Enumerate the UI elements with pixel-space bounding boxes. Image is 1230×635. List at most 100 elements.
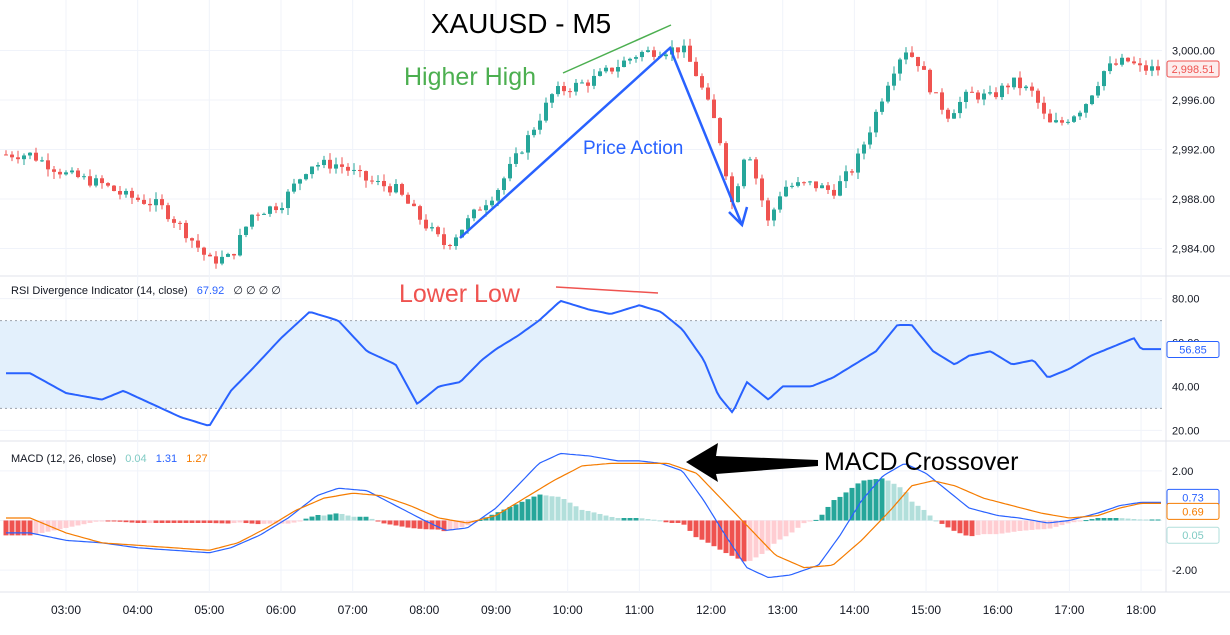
macd-axis-label: -2.00 [1172,565,1197,577]
candle-body [1036,90,1040,103]
candle-body [988,92,992,94]
candle-body [340,164,344,167]
histogram-bar [1011,520,1017,532]
histogram-bar [309,516,315,521]
candle-body [1000,85,1004,98]
candle-body [238,235,242,256]
histogram-bar [801,520,807,524]
histogram-bar [927,515,933,521]
candle-body [892,73,896,86]
histogram-bar [669,520,675,523]
candle-body [1138,63,1142,66]
histogram-bar [285,520,291,524]
candle-body [868,132,872,145]
candle-body [502,178,506,191]
histogram-bar [45,520,51,532]
time-axis-label: 16:00 [983,603,1013,617]
candle-body [712,99,716,119]
candle-body [556,86,560,95]
candles [4,38,1160,269]
histogram-bar [1071,520,1077,523]
histogram-bar [1095,518,1101,521]
hist-last-badge-box [1166,526,1220,544]
candle-body [208,254,212,257]
candle-body [280,208,284,211]
histogram-bar [639,518,645,521]
histogram-bar [513,504,519,521]
histogram-bar [1101,518,1107,521]
higher-high-label: Higher High [404,63,536,91]
histogram-bar [759,520,765,554]
candle-body [742,159,746,187]
candle-body [550,94,554,103]
histogram-bar [327,514,333,521]
histogram-bar [681,520,687,525]
candle-body [874,111,878,133]
macd-line [6,452,1161,579]
price-axis-label: 2,996.00 [1172,95,1215,107]
candle-body [976,92,980,100]
signal-last-badge: 0.69 [1182,506,1203,518]
candle-body [682,45,686,53]
histogram-bar [861,480,867,521]
rsi-legend-label: RSI Divergence Indicator (14, close) [11,285,188,297]
histogram-bar [525,499,531,521]
candle-body [934,92,938,94]
histogram-bar [501,509,507,521]
candle-body [16,157,20,160]
candle-body [622,60,626,68]
candle-body [820,185,824,189]
candle-body [1150,66,1154,71]
axis-labels: 03:00 04:00 05:00 06:00 07:00 08:00 09:00 10:00… [51,46,1215,617]
candle-body [808,181,812,183]
candle-body [388,186,392,193]
histogram-bar [381,520,387,524]
histogram-bar [747,520,753,561]
histogram-bar [975,520,981,536]
candle-body [94,178,98,186]
histogram-bar [693,520,699,538]
price-badges: 2,998.51 56.85 0.73 0.69 0.05 [1166,60,1220,544]
histogram-bar [297,520,303,522]
candle-body [694,61,698,77]
histogram-bar [729,520,735,556]
histogram-bar [249,520,255,524]
candle-body [52,169,56,172]
candle-body [382,180,386,187]
histogram-bar [651,519,657,521]
histogram-bar [99,520,105,522]
candle-body [814,181,818,189]
macd-legend-macd-value: 1.31 [156,453,177,465]
candle-body [544,102,548,121]
candle-body [58,171,62,175]
candle-body [22,155,26,160]
histogram-bar [93,520,99,522]
candle-body [1120,57,1124,65]
histogram-bar [117,520,123,522]
histogram-bar [579,509,585,521]
candle-body [262,213,266,215]
candle-body [220,256,224,264]
candle-body [958,101,962,114]
time-axis-label: 18:00 [1126,603,1156,617]
histogram-bar [819,514,825,521]
candle-body [784,186,788,197]
histogram-bar [1059,520,1065,526]
candle-body [436,227,440,235]
histogram-bar [1035,520,1041,530]
candle-body [364,171,368,181]
candle-body [460,229,464,238]
candle-body [580,82,584,84]
histogram-bar [441,520,447,532]
candle-body [112,185,116,192]
candle-body [766,200,770,221]
histogram-bar [549,496,555,521]
candle-body [76,170,80,178]
histogram-bar [933,520,939,522]
macd-crossover-arrow [686,443,818,482]
histogram-bar [1107,518,1113,521]
histogram-bar [1137,519,1143,521]
histogram-bar [171,520,177,523]
candle-body [172,219,176,223]
